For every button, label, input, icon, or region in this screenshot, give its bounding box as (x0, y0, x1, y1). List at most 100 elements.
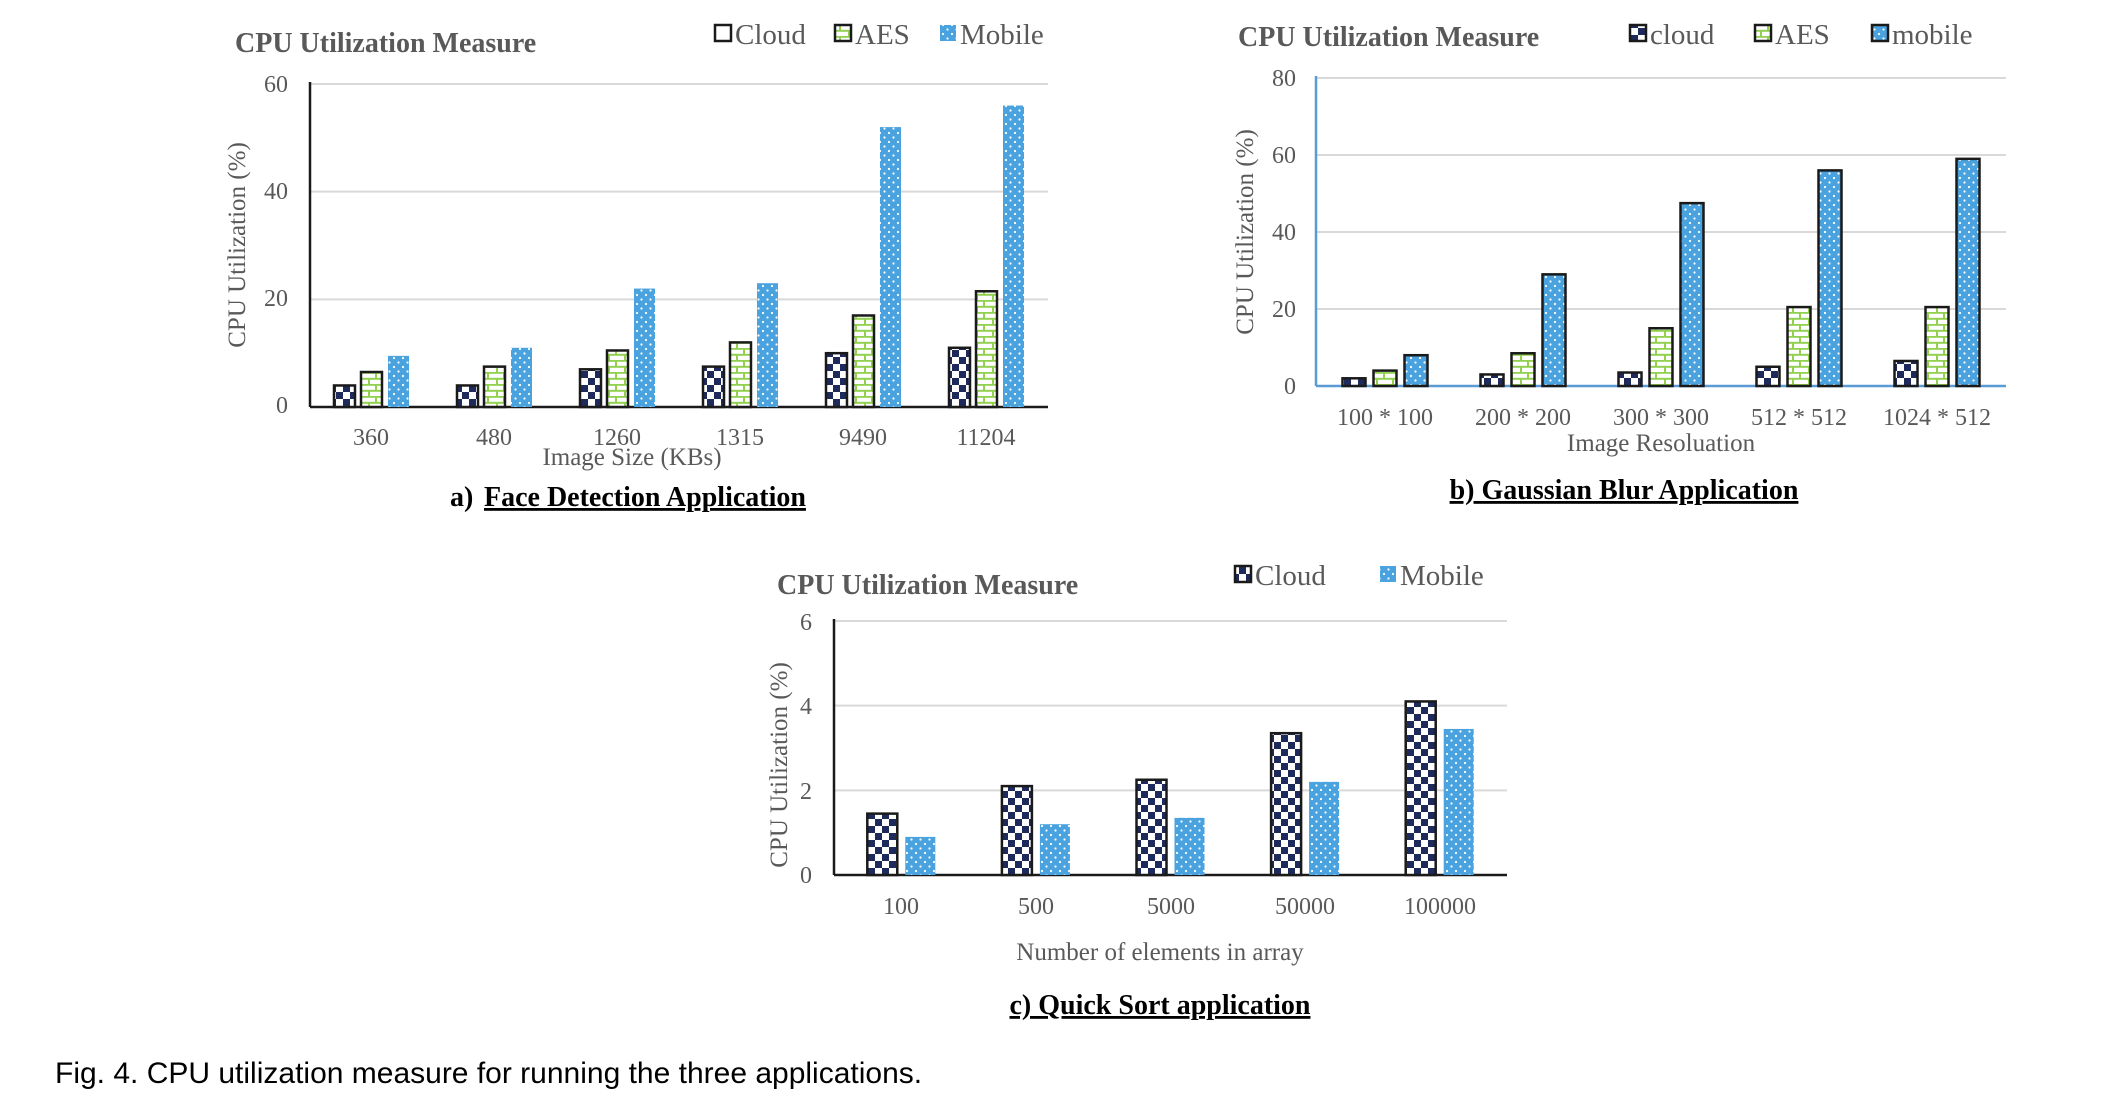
legend: Cloud Mobile (1233, 560, 1484, 592)
x-axis-ticks: 100 500 5000 50000 100000 (883, 894, 1476, 920)
bar-mobile-300300 (1679, 201, 1705, 388)
legend-label-mobile: Mobile (1400, 560, 1484, 592)
legend-label-aes: AES (855, 19, 910, 51)
bar-cloud-5000 (1135, 778, 1168, 877)
bar-mobile-9490 (880, 127, 901, 408)
chart-title: CPU Utilization Measure (777, 570, 1078, 601)
legend: cloud AES mobile (1628, 19, 1973, 51)
x-tick-label: 11204 (956, 425, 1015, 451)
plot-area (308, 82, 1048, 409)
x-tick-label: 500 (1018, 894, 1054, 920)
bar-cloud-1260 (578, 368, 603, 409)
y-tick-label: 0 (1284, 374, 1296, 400)
y-tick-label: 60 (1272, 143, 1296, 169)
plot-area (832, 619, 1507, 877)
y-axis-label: CPU Utilization (%) (766, 662, 793, 868)
y-tick-label: 2 (800, 779, 812, 805)
legend-label-cloud: cloud (1650, 19, 1715, 51)
bar-cloud-1315 (701, 365, 726, 409)
bar-aes-1260 (605, 349, 630, 409)
chart-caption: b) Gaussian Blur Application (1450, 475, 1799, 506)
bar-cloud-300300 (1617, 371, 1643, 388)
bar-mobile-50000 (1309, 781, 1340, 875)
y-tick-label: 40 (1272, 220, 1296, 246)
bar-cloud-1024512 (1893, 359, 1919, 388)
chart-caption: c) Quick Sort application (1009, 990, 1310, 1021)
bar-cloud-50000 (1269, 731, 1303, 877)
x-axis-ticks: 100 * 100 200 * 200 300 * 300 512 * 512 … (1337, 405, 1991, 431)
chart-face-detection: CPU Utilization Measure Cloud AES Mobile… (224, 19, 1048, 513)
y-axis-ticks: 0 20 40 60 (264, 72, 288, 419)
bar-mobile-512512 (1817, 169, 1843, 388)
bar-aes-360 (359, 370, 384, 409)
y-axis-label: CPU Utilization (%) (224, 142, 251, 348)
legend-label-cloud: Cloud (1255, 560, 1326, 592)
bar-cloud-200200 (1479, 373, 1505, 388)
bar-cloud-9490 (824, 351, 849, 409)
x-tick-label: 300 * 300 (1613, 405, 1709, 431)
legend-label-mobile: mobile (1892, 19, 1973, 51)
bar-aes-512512 (1786, 305, 1812, 388)
y-tick-label: 40 (264, 179, 288, 205)
bar-mobile-100100 (1403, 353, 1429, 388)
legend-label-mobile: Mobile (960, 19, 1044, 51)
bar-aes-1024512 (1924, 305, 1950, 388)
x-axis-ticks: 360 480 1260 1315 9490 11204 (353, 425, 1016, 451)
y-tick-label: 0 (276, 393, 288, 419)
x-tick-label: 50000 (1275, 894, 1335, 920)
x-tick-label: 1315 (716, 425, 764, 451)
chart-title: CPU Utilization Measure (1238, 22, 1539, 53)
chart-caption: Face Detection Application (484, 482, 806, 513)
bar-mobile-1260 (634, 288, 655, 407)
x-tick-label: 360 (353, 425, 389, 451)
legend-swatch-cloud (713, 23, 733, 43)
x-axis-label: Image Resoluation (1567, 430, 1756, 457)
x-tick-label: 5000 (1147, 894, 1195, 920)
plot-area (1314, 76, 2006, 388)
bar-mobile-500 (1039, 824, 1070, 875)
bar-cloud-480 (455, 384, 480, 409)
y-tick-label: 0 (800, 863, 812, 889)
y-axis-label: CPU Utilization (%) (1232, 129, 1259, 335)
legend-swatch-mobile (940, 25, 956, 41)
bar-cloud-360 (332, 384, 357, 409)
bar-cloud-100000 (1404, 700, 1437, 877)
legend: Cloud AES Mobile (713, 19, 1044, 51)
bar-mobile-200200 (1541, 273, 1567, 388)
x-tick-label: 1260 (593, 425, 641, 451)
y-tick-label: 20 (264, 286, 288, 312)
y-axis-ticks: 0 2 4 6 (800, 610, 812, 889)
bar-cloud-100 (866, 812, 899, 877)
y-tick-label: 60 (264, 72, 288, 98)
legend-label-cloud: Cloud (735, 19, 806, 51)
bar-cloud-100100 (1341, 377, 1367, 388)
x-axis-label: Image Size (KBs) (542, 444, 721, 471)
bar-mobile-100000 (1443, 728, 1474, 875)
figure-caption: Fig. 4. CPU utilization measure for runn… (55, 1057, 922, 1090)
caption-prefix: a) (450, 482, 473, 513)
bar-cloud-500 (1000, 784, 1034, 877)
bar-aes-100100 (1372, 369, 1398, 388)
chart-quick-sort: CPU Utilization Measure Cloud Mobile 0 2… (766, 560, 1507, 1021)
bar-mobile-5000 (1174, 817, 1205, 875)
bar-mobile-11204 (1003, 105, 1024, 408)
chart-gaussian-blur: CPU Utilization Measure cloud AES mobile… (1232, 19, 2006, 506)
bar-aes-300300 (1648, 327, 1674, 388)
legend-swatch-mobile (1870, 23, 1890, 43)
bar-mobile-360 (388, 355, 409, 407)
x-tick-label: 100 * 100 (1337, 405, 1433, 431)
x-tick-label: 100 (883, 894, 919, 920)
bar-mobile-1024512 (1955, 157, 1981, 388)
legend-swatch-aes (833, 23, 853, 43)
y-tick-label: 20 (1272, 297, 1296, 323)
bar-cloud-512512 (1755, 365, 1781, 388)
bar-mobile-100 (905, 836, 936, 875)
bar-aes-9490 (851, 314, 876, 409)
x-tick-label: 512 * 512 (1751, 405, 1847, 431)
y-tick-label: 4 (800, 694, 812, 720)
x-tick-label: 200 * 200 (1475, 405, 1571, 431)
y-axis-ticks: 0 20 40 60 80 (1272, 66, 1296, 400)
bar-mobile-480 (511, 347, 532, 407)
bar-mobile-1315 (757, 283, 778, 407)
